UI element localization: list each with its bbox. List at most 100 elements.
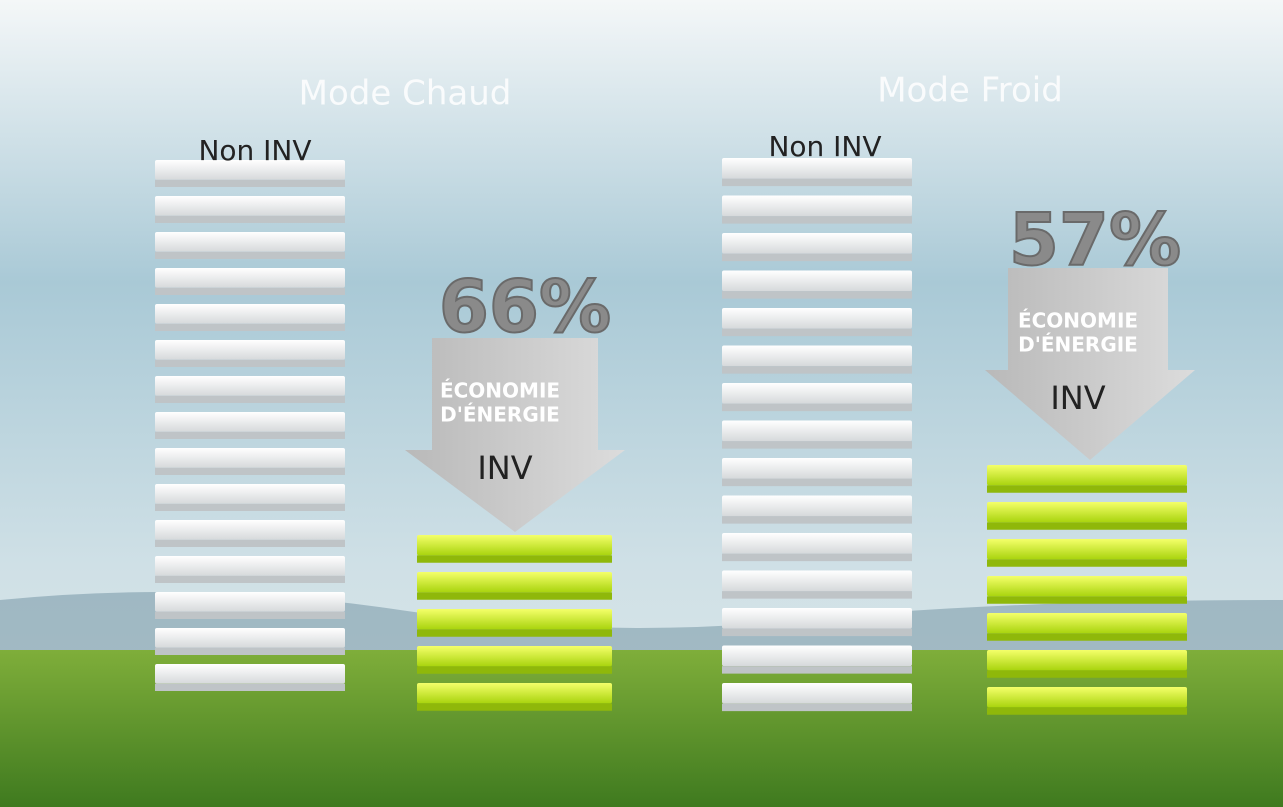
slab (987, 687, 1187, 708)
slab (987, 502, 1187, 523)
slab (722, 645, 912, 667)
slab-edge (987, 596, 1187, 604)
slab-edge (722, 516, 912, 524)
slab (417, 572, 612, 593)
slab-edge (155, 323, 345, 331)
saving-percent: 57% (1009, 198, 1181, 282)
inverter-label: INV (477, 449, 532, 487)
slab (722, 383, 912, 404)
slab (155, 484, 345, 504)
baseline-label: Non INV (768, 130, 881, 163)
slab (987, 613, 1187, 634)
slab (155, 556, 345, 576)
slab-edge (722, 328, 912, 337)
slab (722, 683, 912, 704)
slab-edge (155, 395, 345, 403)
slab-edge (987, 559, 1187, 567)
slab (987, 576, 1187, 597)
slab-edge (722, 366, 912, 374)
slab-edge (417, 703, 612, 711)
slab (155, 412, 345, 432)
slab-edge (987, 633, 1187, 641)
panel-title: Mode Chaud (299, 74, 512, 114)
slab-edge (722, 253, 912, 262)
slab (417, 683, 612, 704)
slab-edge (987, 485, 1187, 493)
slab (155, 160, 345, 180)
saving-caption: D'ÉNERGIE (1018, 333, 1138, 357)
panel-title: Mode Froid (877, 71, 1063, 111)
slab-edge (417, 666, 612, 674)
slab (155, 664, 345, 684)
slabs (155, 158, 1187, 715)
slab-edge (987, 522, 1187, 530)
slab (155, 628, 345, 648)
saving-caption: ÉCONOMIE (440, 379, 560, 403)
slab (417, 646, 612, 667)
slab (155, 196, 345, 216)
slab-edge (722, 403, 912, 412)
slab-edge (155, 683, 345, 691)
slab-edge (155, 359, 345, 367)
slab-edge (155, 287, 345, 295)
slab-edge (417, 555, 612, 563)
slab-edge (155, 539, 345, 547)
slab-edge (722, 591, 912, 599)
slab (155, 232, 345, 252)
slab (722, 270, 912, 292)
slab-edge (987, 670, 1187, 678)
slab (722, 195, 912, 217)
slab (155, 376, 345, 396)
arrow (985, 268, 1195, 460)
slab-edge (155, 575, 345, 583)
slab-edge (155, 503, 345, 511)
arrow (405, 338, 625, 532)
slab (722, 533, 912, 554)
slab (722, 345, 912, 367)
slab (722, 458, 912, 479)
slab (722, 420, 912, 442)
slab (987, 650, 1187, 671)
slab (155, 304, 345, 324)
slab-edge (722, 216, 912, 224)
slab (722, 308, 912, 329)
slab (155, 448, 345, 468)
slab-edge (722, 478, 912, 487)
baseline-label: Non INV (198, 134, 311, 167)
slab-edge (417, 592, 612, 600)
slab (155, 520, 345, 540)
slab-edge (987, 707, 1187, 715)
inverter-label: INV (1050, 379, 1105, 417)
slab-edge (722, 628, 912, 637)
slab (722, 608, 912, 629)
slab (987, 465, 1187, 486)
saving-caption: ÉCONOMIE (1018, 309, 1138, 333)
slab (722, 495, 912, 517)
slab (417, 609, 612, 630)
slab (155, 592, 345, 612)
saving-percent: 66% (439, 265, 611, 349)
slab (155, 268, 345, 288)
slab-edge (722, 666, 912, 674)
slab-edge (722, 703, 912, 712)
slab-edge (417, 629, 612, 637)
slab-edge (722, 441, 912, 449)
slab-edge (155, 251, 345, 259)
slab (722, 158, 912, 179)
saving-caption: D'ÉNERGIE (440, 403, 560, 427)
slab-edge (722, 291, 912, 299)
slab-edge (155, 467, 345, 475)
slab-edge (722, 553, 912, 562)
slab-edge (155, 647, 345, 655)
slab (722, 570, 912, 592)
slab (987, 539, 1187, 560)
slab (417, 535, 612, 556)
slab-edge (155, 215, 345, 223)
slab-edge (155, 179, 345, 187)
slab-edge (722, 178, 912, 187)
slab (722, 233, 912, 254)
slab (155, 340, 345, 360)
slab-edge (155, 431, 345, 439)
slab-edge (155, 611, 345, 619)
